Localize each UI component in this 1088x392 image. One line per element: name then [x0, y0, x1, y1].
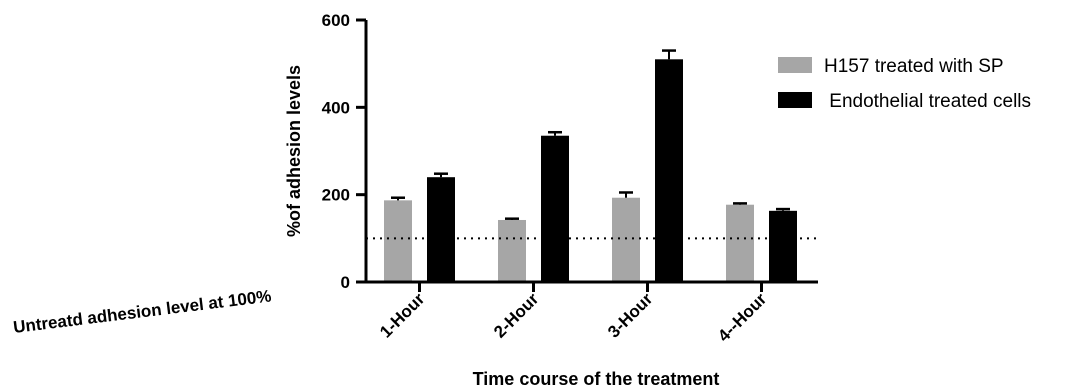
bar-h157-3: [612, 197, 640, 282]
error-bars-group: [391, 49, 790, 220]
bar-h157-1: [384, 200, 412, 282]
legend-swatch-h157: [778, 57, 812, 73]
y-tick-label-400: 400: [322, 98, 350, 117]
legend-label-endothelial: Endothelial treated cells: [824, 91, 1031, 112]
bar-endothelial-3: [655, 59, 683, 282]
y-tick-label-600: 600: [322, 11, 350, 30]
x-tick-label-4: 4--Hour: [714, 289, 770, 345]
bar-endothelial-2: [541, 135, 569, 282]
x-tick-label-1: 1-Hour: [376, 289, 428, 341]
x-axis-title: Time course of the treatment: [473, 369, 720, 389]
y-tick-label-200: 200: [322, 186, 350, 205]
y-tick-label-0: 0: [341, 273, 350, 292]
legend: H157 treated with SP Endothelial treated…: [778, 56, 1031, 112]
legend-swatch-endothelial: [778, 92, 812, 108]
y-axis-title: %of adhesion levels: [284, 65, 304, 237]
bars-group: [384, 59, 797, 282]
reference-line-label: Untreatd adhesion level at 100%: [12, 286, 272, 337]
bar-endothelial-1: [427, 177, 455, 282]
legend-label-h157: H157 treated with SP: [824, 56, 1004, 77]
bar-h157-4: [726, 204, 754, 282]
x-ticks-group: 1-Hour 2-Hour 3-Hour 4--Hour: [376, 282, 771, 346]
y-ticks-group: 0 200 400 600: [322, 11, 366, 292]
bar-h157-2: [498, 219, 526, 282]
bar-endothelial-4: [769, 210, 797, 282]
x-tick-label-3: 3-Hour: [604, 289, 656, 341]
x-tick-label-2: 2-Hour: [490, 289, 542, 341]
